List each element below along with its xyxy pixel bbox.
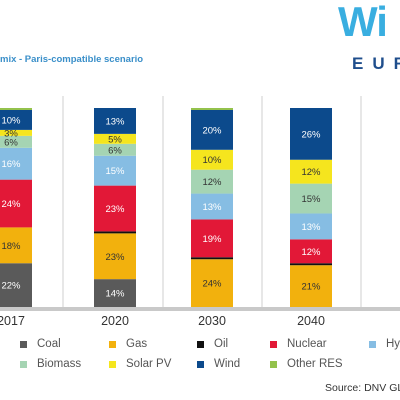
data-label: 18% — [1, 241, 21, 252]
bar-segment-gas-2017 — [0, 227, 32, 264]
data-label: 26% — [301, 129, 321, 140]
bar-segment-solar-pv-2017 — [0, 129, 32, 136]
x-tick-label: 2030 — [198, 314, 226, 328]
data-label: 10% — [1, 115, 21, 126]
data-label: 15% — [105, 166, 125, 177]
data-label: 15% — [301, 194, 321, 205]
bar-segment-solar-pv-2040 — [290, 159, 332, 184]
bar-segment-solar-pv-2020 — [94, 133, 136, 144]
bar-segment-gas-2030 — [191, 259, 233, 307]
legend-swatch — [369, 340, 376, 348]
bar-segment-wind-2020 — [94, 108, 136, 134]
legend-label: Nuclear — [287, 338, 327, 350]
legend-swatch — [270, 340, 277, 348]
data-label: 12% — [202, 177, 222, 188]
data-label: 6% — [4, 137, 18, 148]
bar-segment-gas-2020 — [94, 233, 136, 280]
legend-swatch — [197, 360, 204, 368]
data-label: 5% — [108, 134, 122, 145]
bar-segment-coal-2017 — [0, 263, 32, 307]
data-label: 24% — [202, 279, 222, 290]
data-label: 3% — [4, 128, 18, 139]
bar-segment-wind-2040 — [290, 108, 332, 160]
legend-swatch — [197, 340, 204, 348]
data-label: 12% — [301, 167, 321, 178]
legend-label: Coal — [37, 338, 61, 350]
chart-subtitle: mix - Paris-compatible scenario — [0, 54, 144, 65]
data-label: 13% — [301, 222, 321, 233]
legend-item-biomass: Biomass — [20, 357, 81, 371]
legend-label: Other RES — [287, 358, 343, 370]
legend-item-hyd: Hyd — [369, 337, 400, 351]
brand-logo-bottom: EUR — [352, 54, 400, 73]
data-label: 13% — [202, 202, 222, 213]
legend-swatch — [20, 340, 27, 348]
data-label: 16% — [1, 159, 21, 170]
bar-segment-biomass-2020 — [94, 143, 136, 156]
brand-logo-top: Wi — [338, 0, 388, 45]
legend-item-oil: Oil — [197, 337, 228, 351]
legend-swatch — [20, 360, 27, 368]
legend-label: Oil — [214, 338, 229, 350]
bar-segment-nuclear-2020 — [94, 185, 136, 232]
data-label: 19% — [202, 234, 222, 245]
data-label: 20% — [202, 125, 222, 136]
x-tick-label: 2040 — [297, 314, 325, 328]
x-axis-band — [0, 307, 400, 311]
data-label: 23% — [105, 204, 125, 215]
bar-segment-oil-2020 — [94, 231, 136, 234]
data-label: 21% — [301, 282, 321, 293]
data-label: 23% — [105, 252, 125, 263]
data-label: 14% — [105, 289, 125, 300]
legend-item-gas: Gas — [109, 337, 147, 351]
data-label: 24% — [1, 199, 21, 210]
bar-segment-oil-2040 — [290, 263, 332, 266]
data-label: 6% — [108, 145, 122, 156]
bar-segment-biomass-2040 — [290, 183, 332, 214]
data-label: 12% — [301, 247, 321, 258]
bar-segment-gas-2040 — [290, 265, 332, 307]
x-tick-label: 2017 — [0, 314, 25, 328]
legend-item-other-res: Other RES — [270, 357, 343, 371]
legend-swatch — [109, 340, 116, 348]
bar-segment-biomass-2030 — [191, 169, 233, 194]
bar-segment-biomass-2017 — [0, 135, 32, 148]
legend-item-solar-pv: Solar PV — [109, 357, 171, 371]
legend-item-coal: Coal — [20, 337, 61, 351]
legend-item-wind: Wind — [197, 357, 240, 371]
bar-segment-hydro-2017 — [0, 147, 32, 180]
bar-segment-nuclear-2030 — [191, 219, 233, 258]
x-tick-label: 2020 — [101, 314, 129, 328]
bar-segment-coal-2020 — [94, 279, 136, 307]
bar-segment-other-res-2017 — [0, 108, 32, 110]
data-label: 22% — [1, 281, 21, 292]
bar-segment-hydro-2030 — [191, 193, 233, 220]
bar-segment-solar-pv-2030 — [191, 149, 233, 170]
source-note: Source: DNV GL — [325, 382, 400, 394]
bar-segment-hydro-2020 — [94, 155, 136, 186]
legend-swatch — [270, 360, 277, 368]
bar-segment-nuclear-2017 — [0, 179, 32, 228]
legend-label: Biomass — [37, 358, 82, 370]
bar-segment-oil-2030 — [191, 257, 233, 260]
data-label: 10% — [202, 155, 222, 166]
legend-item-nuclear: Nuclear — [270, 337, 327, 351]
bar-segment-other-res-2030 — [191, 108, 233, 110]
legend-label: Gas — [126, 338, 148, 350]
bar-segment-hydro-2040 — [290, 213, 332, 240]
bar-segment-wind-2030 — [191, 109, 233, 150]
bar-segment-nuclear-2040 — [290, 239, 332, 264]
data-label: 13% — [105, 116, 125, 127]
legend-label: Hyd — [386, 338, 400, 350]
bar-segment-wind-2017 — [0, 109, 32, 130]
legend-swatch — [109, 360, 116, 368]
legend-label: Solar PV — [126, 358, 172, 370]
legend-label: Wind — [214, 358, 241, 370]
